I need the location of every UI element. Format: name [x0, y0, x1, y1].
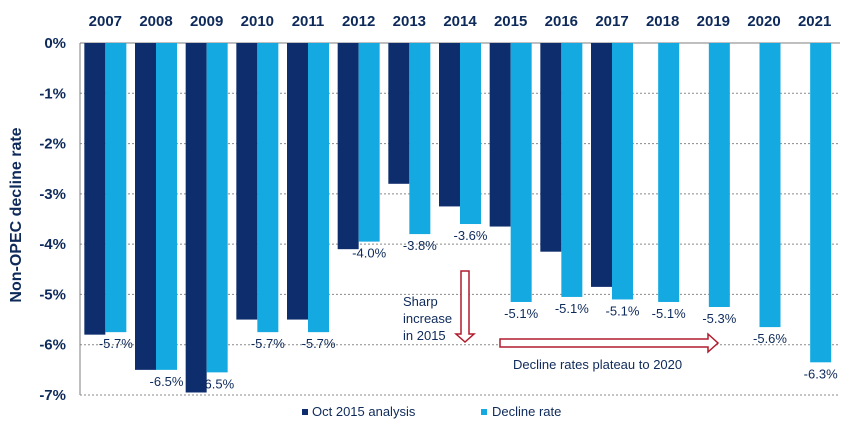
legend-label-decline-rate: Decline rate: [492, 404, 561, 419]
bar-oct-2015: [287, 43, 308, 320]
annotation-line-3: in 2015: [403, 328, 446, 343]
bar-decline-rate: [612, 43, 633, 300]
x-tick-label: 2020: [747, 13, 780, 30]
annotation-plateau-text: Decline rates plateau to 2020: [513, 357, 682, 372]
bar-oct-2015: [439, 43, 460, 207]
y-tick-label: -7%: [39, 387, 66, 404]
y-tick-label: -1%: [39, 85, 66, 102]
bar-decline-rate: [460, 43, 481, 225]
legend-swatch-decline-rate: [481, 409, 487, 415]
annotation-plateau: Decline rates plateau to 2020: [499, 332, 720, 372]
bar-oct-2015: [84, 43, 106, 335]
bar-oct-2015: [337, 43, 359, 250]
y-tick-label: 0%: [44, 35, 66, 52]
data-labels: -5.7% -6.5% -6.5% -5.7% -5.7% -4.0% -3.8% -3.6%…: [99, 228, 838, 391]
y-tick-label: -5%: [39, 286, 66, 303]
bar-oct-2015: [489, 43, 511, 227]
bar-decline-rate: [561, 43, 583, 297]
data-label: -5.7%: [251, 336, 285, 351]
bars: [84, 43, 832, 393]
x-tick-label: 2017: [595, 13, 628, 30]
data-label: -5.7%: [302, 336, 336, 351]
x-tick-label: 2019: [697, 13, 730, 30]
legend-swatch-oct-2015: [302, 409, 308, 415]
x-tick-label: 2016: [545, 13, 578, 30]
x-tick-label: 2018: [646, 13, 679, 30]
bar-decline-rate: [105, 43, 127, 333]
data-label: -4.0%: [352, 246, 386, 261]
x-tick-label: 2011: [292, 13, 325, 30]
annotation-sharp-increase: Sharp increase in 2015: [403, 270, 476, 344]
bar-oct-2015: [540, 43, 562, 252]
data-label: -5.3%: [702, 311, 736, 326]
bar-decline-rate: [708, 43, 730, 307]
x-tick-label: 2008: [139, 13, 172, 30]
bar-oct-2015: [388, 43, 410, 184]
y-axis-label: Non-OPEC decline rate: [8, 127, 25, 302]
x-axis-ticks: 2007 2008 2009 2010 2011 2012 2013 2014 2015 2016…: [89, 13, 832, 30]
data-label: -6.3%: [804, 366, 838, 381]
x-tick-label: 2010: [241, 13, 274, 30]
y-tick-label: -4%: [39, 236, 66, 253]
bar-decline-rate: [358, 43, 380, 242]
legend: Oct 2015 analysis Decline rate: [302, 404, 561, 419]
data-label: -5.1%: [606, 303, 640, 318]
x-tick-label: 2012: [342, 13, 375, 30]
y-tick-label: -2%: [39, 136, 66, 153]
bar-decline-rate: [759, 43, 781, 328]
x-tick-label: 2021: [798, 13, 831, 30]
x-tick-label: 2015: [494, 13, 527, 30]
data-label: -6.5%: [150, 374, 184, 389]
bar-decline-rate: [658, 43, 680, 302]
right-arrow-icon: [499, 332, 720, 354]
data-label: -5.7%: [99, 336, 133, 351]
x-tick-label: 2013: [393, 13, 426, 30]
bar-oct-2015: [135, 43, 156, 370]
bar-decline-rate: [308, 43, 329, 333]
x-tick-label: 2009: [190, 13, 223, 30]
bar-decline-rate: [510, 43, 532, 302]
y-tick-label: -3%: [39, 186, 66, 203]
bar-oct-2015: [236, 43, 258, 320]
bar-decline-rate: [156, 43, 177, 370]
bar-oct-2015: [185, 43, 207, 393]
y-tick-label: -6%: [39, 337, 66, 354]
data-label: -3.6%: [454, 228, 488, 243]
bar-oct-2015: [591, 43, 612, 287]
bar-decline-rate: [206, 43, 228, 373]
legend-label-oct-2015: Oct 2015 analysis: [312, 404, 416, 419]
annotation-line-2: increase: [403, 311, 452, 326]
x-tick-label: 2014: [443, 13, 477, 30]
x-tick-label: 2007: [89, 13, 122, 30]
data-label: -3.8%: [403, 238, 437, 253]
data-label: -5.1%: [555, 301, 589, 316]
bar-decline-rate: [257, 43, 279, 333]
annotation-line-1: Sharp: [403, 294, 438, 309]
bar-decline-rate: [409, 43, 431, 235]
down-arrow-icon: [454, 270, 476, 344]
data-label: -5.6%: [753, 331, 787, 346]
data-label: -5.1%: [652, 306, 686, 321]
bar-decline-rate: [810, 43, 832, 363]
y-axis-ticks: 0% -1% -2% -3% -4% -5% -6% -7%: [39, 35, 66, 404]
data-label: -5.1%: [504, 306, 538, 321]
data-label: -6.5%: [200, 376, 234, 391]
